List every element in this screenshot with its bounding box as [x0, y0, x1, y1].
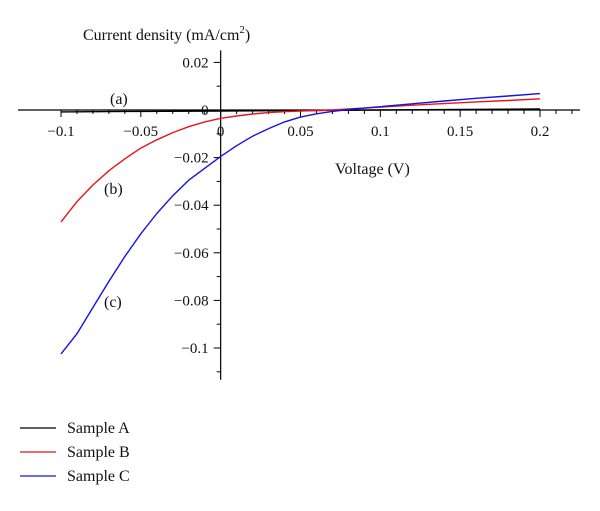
y-tick-label: −0.1 [181, 341, 208, 357]
y-tick-label: −0.02 [174, 151, 209, 167]
x-tick-label: 0 [217, 124, 225, 140]
x-tick-label: −0.05 [123, 124, 158, 140]
x-tick-label: 0.05 [287, 124, 313, 140]
axes [18, 50, 580, 380]
y-axis-label: Current density (mA/cm2) [83, 24, 250, 44]
x-tick-label: 0.1 [371, 124, 390, 140]
annotation-c: (c) [104, 294, 122, 311]
series-lines [60, 92, 541, 355]
x-tick-label: 0.2 [531, 124, 550, 140]
y-tick-label: −0.08 [174, 293, 209, 309]
annotation-a: (a) [110, 91, 128, 108]
legend-label-sample-b: Sample B [67, 444, 130, 461]
x-tick-label: 0.15 [447, 124, 473, 140]
legend: Sample A Sample B Sample C [20, 420, 130, 485]
y-tick-label: −0.06 [174, 246, 209, 262]
y-axis-label-main: Current density (mA/cm [83, 27, 240, 44]
series-line-sample-b [60, 98, 541, 223]
series-line-sample-c [60, 92, 541, 355]
y-axis-label-sup: 2 [239, 24, 245, 36]
x-axis-label: Voltage (V) [335, 161, 410, 178]
y-tick-label: −0.04 [174, 198, 209, 214]
annotation-b: (b) [104, 181, 123, 198]
y-tick-label: 0.02 [182, 55, 208, 71]
y-axis-label-close: ) [245, 27, 250, 44]
legend-label-sample-c: Sample C [67, 468, 130, 485]
legend-label-sample-a: Sample A [67, 420, 130, 437]
x-tick-label: −0.1 [47, 124, 74, 140]
